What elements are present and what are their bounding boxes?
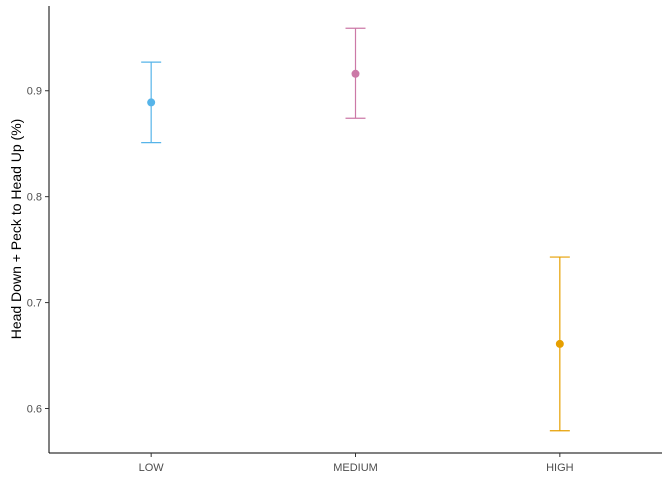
- point-high: [555, 339, 564, 348]
- y-axis-title: Head Down + Peck to Head Up (%): [8, 119, 24, 340]
- y-tick-label: 0.6: [27, 404, 42, 416]
- y-ticks: 0.6 0.7 0.8 0.9: [27, 86, 49, 416]
- x-ticks: LOW MEDIUM HIGH: [139, 453, 574, 474]
- errorbar-high: [549, 256, 570, 432]
- point-low: [147, 98, 156, 107]
- errorbar-low: [141, 61, 162, 144]
- data-marks: [141, 27, 570, 432]
- y-tick-label: 0.7: [27, 298, 42, 310]
- errorbar-medium: [345, 27, 366, 119]
- point-medium: [351, 69, 360, 78]
- y-tick-label: 0.8: [27, 192, 42, 204]
- x-tick-label: MEDIUM: [333, 462, 378, 474]
- x-tick-label: LOW: [139, 462, 165, 474]
- y-tick-label: 0.9: [27, 86, 42, 98]
- x-tick-label: HIGH: [546, 462, 574, 474]
